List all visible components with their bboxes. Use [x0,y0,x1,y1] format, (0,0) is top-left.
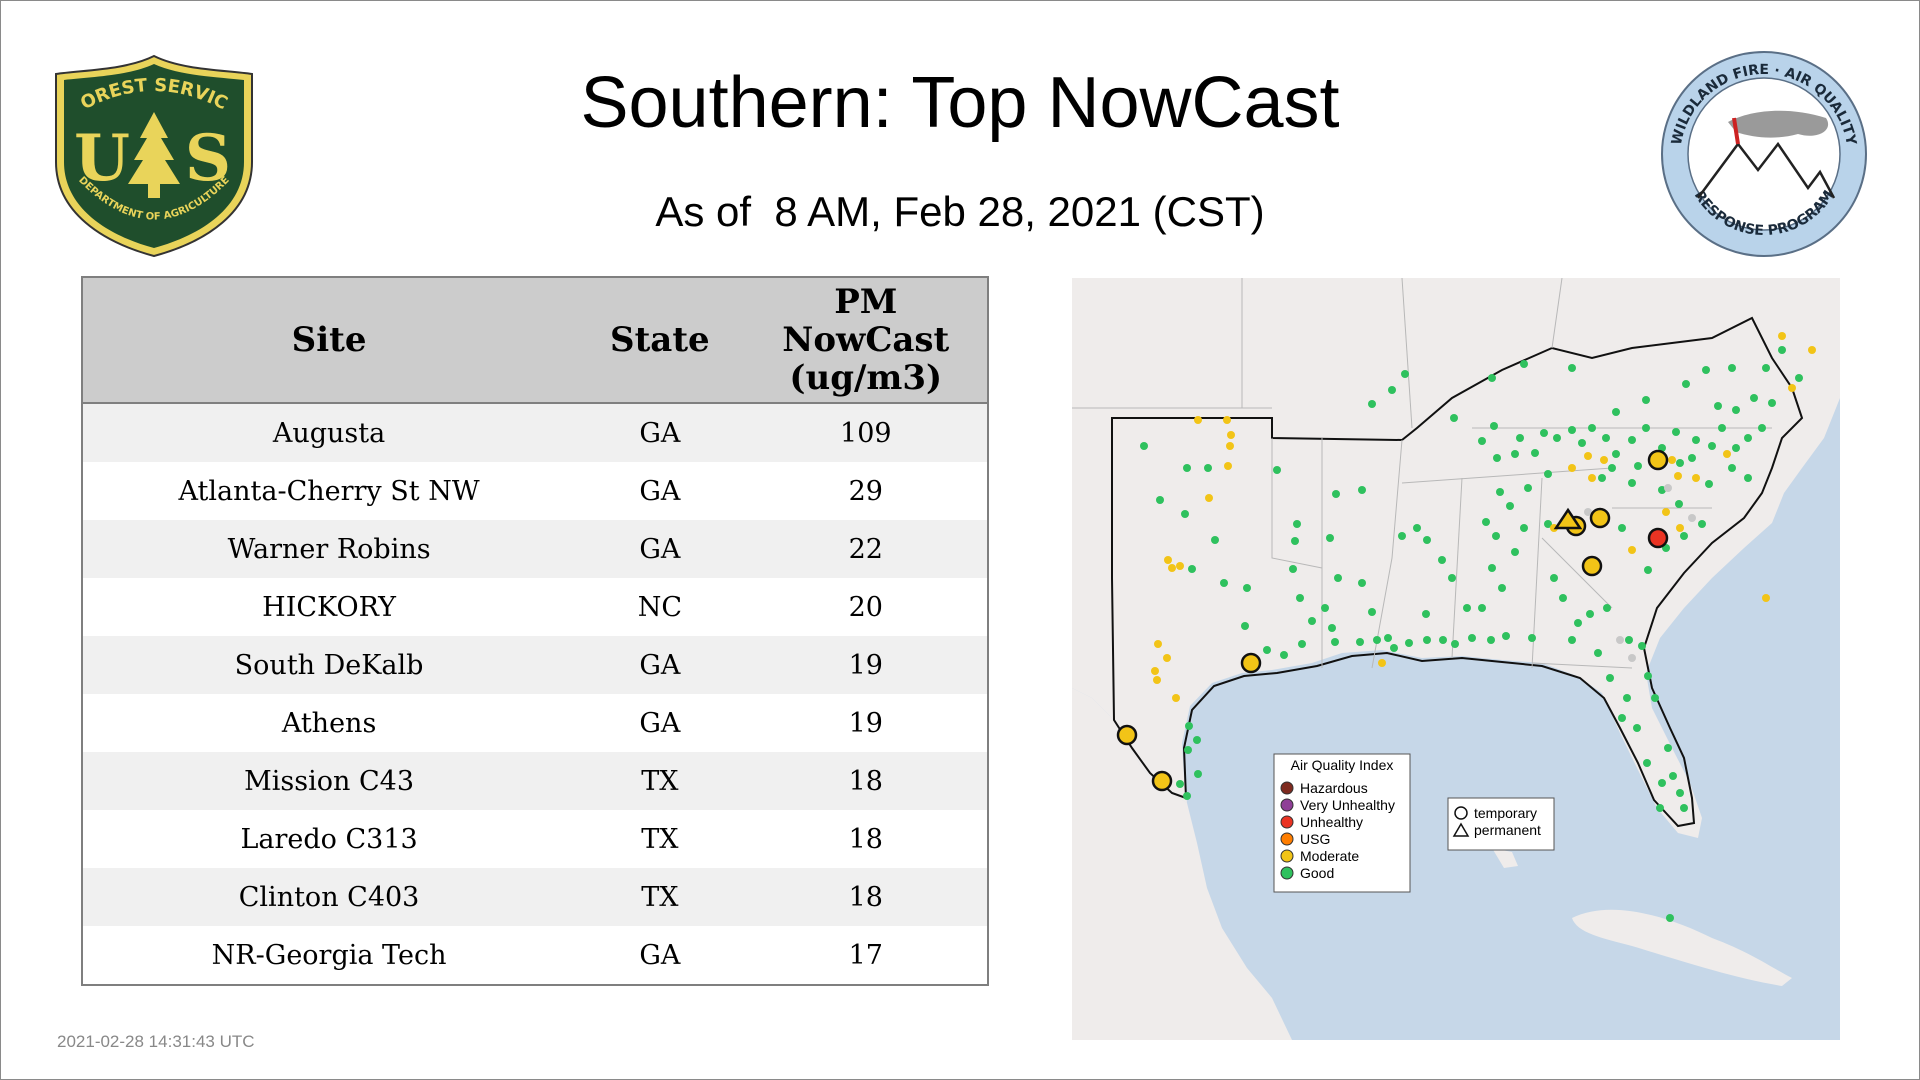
site-augusta [1647,527,1669,549]
cell-state: TX [575,810,745,868]
cell-state: NC [575,578,745,636]
cell-pm: 18 [744,752,988,810]
cell-pm: 19 [744,636,988,694]
generated-timestamp: 2021-02-28 14:31:43 UTC [57,1032,255,1051]
legend-moderate-swatch [1280,849,1294,863]
table-row: Warner Robins GA 22 [82,520,988,578]
nowcast-table: Site State PM NowCast (ug/m3) Augusta GA 1… [81,276,989,986]
legend-unhealthy-swatch [1280,815,1294,829]
site-athens [1589,507,1611,529]
site-mission [1151,770,1173,792]
cell-state: GA [575,636,745,694]
table-row: Mission C43 TX 18 [82,752,988,810]
page-subtitle: As of 8 AM, Feb 28, 2021 (CST) [655,188,1265,235]
table-row: Laredo C313 TX 18 [82,810,988,868]
cell-pm: 18 [744,810,988,868]
permanent-triangle-icon [1452,822,1470,837]
table-row: NR-Georgia Tech GA 17 [82,926,988,985]
temporary-circle-icon [1454,806,1468,820]
map-land-mexico [1072,688,1292,1040]
site-texas-1 [1240,652,1262,674]
cell-site: Augusta [82,403,576,462]
legend-moderate-label: Moderate [1300,848,1359,864]
table-row: South DeKalb GA 19 [82,636,988,694]
shape-legend-permanent: permanent [1474,822,1541,838]
cell-pm: 19 [744,694,988,752]
cell-state: GA [575,462,745,520]
forest-service-letter-s: S [185,121,231,196]
forest-service-logo: FOREST SERVICE DEPARTMENT OF AGRICULTURE… [50,52,253,258]
legend-very-unhealthy-swatch [1280,798,1294,812]
site-hickory [1647,449,1669,471]
cell-state: GA [575,926,745,985]
legend-hazardous-label: Hazardous [1300,780,1368,796]
header-state: State [575,277,745,404]
cell-pm: 29 [744,462,988,520]
page-title: Southern: Top NowCast [580,63,1340,143]
table-header-row: Site State PM NowCast (ug/m3) [82,277,988,404]
table-row: Atlanta-Cherry St NW GA 29 [82,462,988,520]
cell-site: Clinton C403 [82,868,576,926]
region-outline [1111,316,1804,828]
cell-pm: 20 [744,578,988,636]
table-row: Augusta GA 109 [82,403,988,462]
legend-usg-label: USG [1300,831,1330,847]
cell-state: TX [575,752,745,810]
cell-site: Mission C43 [82,752,576,810]
legend-usg-swatch [1280,832,1294,846]
state-borders [1072,278,1772,669]
table-row: Athens GA 19 [82,694,988,752]
shape-legend-temporary: temporary [1474,805,1537,821]
map-land-cuba [1572,909,1792,986]
aqi-map: Air Quality Index Hazardous Very Unhealt… [1072,278,1840,1040]
legend-good-label: Good [1300,865,1334,881]
map-land-island [1492,848,1518,868]
cell-pm: 18 [744,868,988,926]
aqi-legend-title: Air Quality Index [1291,757,1394,773]
legend-hazardous-swatch [1280,781,1294,795]
cell-site: Laredo C313 [82,810,576,868]
wildland-fire-logo: WILDLAND FIRE · AIR QUALITY RESPONSE PRO… [1661,51,1867,257]
site-warner-robins [1581,555,1603,577]
header-pm-line3: (ug/m3) [789,358,943,398]
pine-tree-icon [128,112,180,198]
header-pm-nowcast: PM NowCast (ug/m3) [744,277,988,404]
aqi-legend: Air Quality Index Hazardous Very Unhealt… [1273,753,1411,893]
cell-site: Athens [82,694,576,752]
cell-state: GA [575,694,745,752]
cell-site: South DeKalb [82,636,576,694]
cell-pm: 109 [744,403,988,462]
header-pm-line2: NowCast [782,320,950,360]
legend-good-swatch [1280,866,1294,880]
table-row: HICKORY NC 20 [82,578,988,636]
cell-pm: 22 [744,520,988,578]
cell-state: GA [575,520,745,578]
cell-site: Warner Robins [82,520,576,578]
header-site: Site [82,277,576,404]
legend-unhealthy-label: Unhealthy [1300,814,1363,830]
site-nr-georgia-tech [1553,507,1583,530]
cell-site: NR-Georgia Tech [82,926,576,985]
flag-icon [1732,117,1740,145]
cell-site: Atlanta-Cherry St NW [82,462,576,520]
smoke-icon [1728,110,1829,138]
shape-legend: temporary permanent [1447,797,1555,851]
good-sites [1140,346,1803,922]
legend-very-unhealthy-label: Very Unhealthy [1300,797,1395,813]
site-laredo [1116,724,1138,746]
cell-state: GA [575,403,745,462]
moderate-sites [1151,332,1816,702]
cell-pm: 17 [744,926,988,985]
highlight-sites [1116,449,1669,792]
forest-service-letter-u: U [74,121,130,196]
table-row: Clinton C403 TX 18 [82,868,988,926]
header-pm-line1: PM [834,282,898,322]
nodata-sites [1584,484,1696,662]
cell-site: HICKORY [82,578,576,636]
cell-state: TX [575,868,745,926]
